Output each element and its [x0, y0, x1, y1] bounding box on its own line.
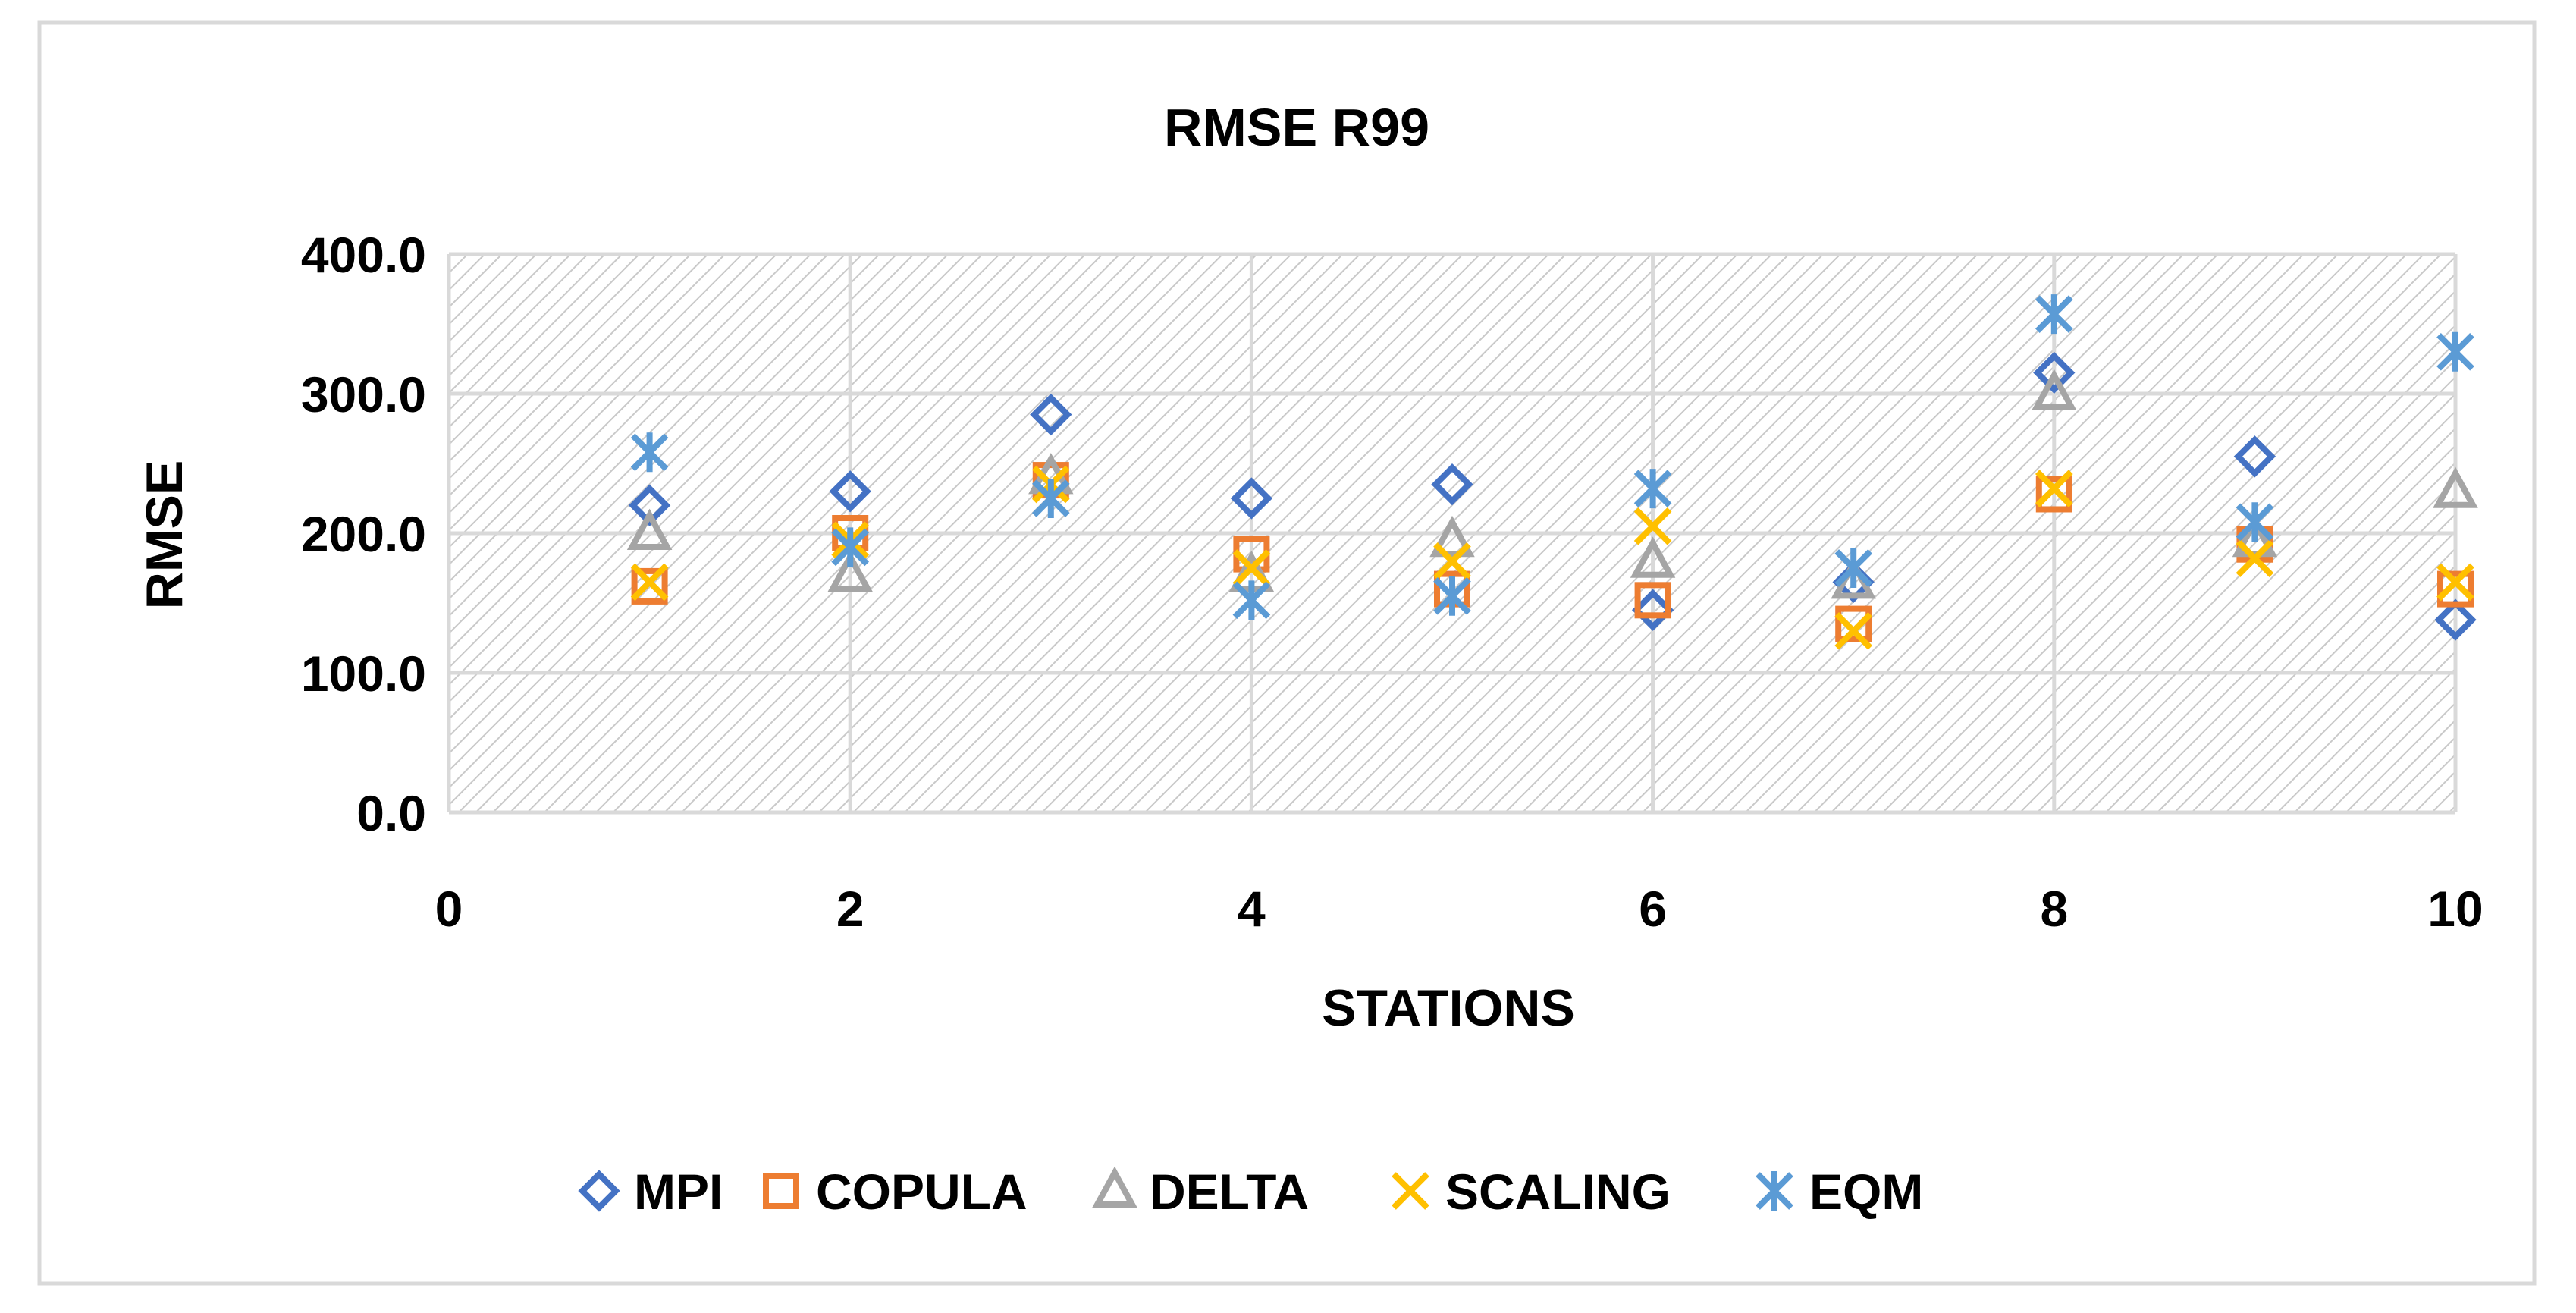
point-delta-9 [2232, 515, 2278, 558]
legend-item-mpi: MPI [578, 1164, 723, 1220]
point-copula-1 [631, 567, 668, 605]
legend-item-copula: COPULA [763, 1164, 1028, 1220]
point-delta-2 [827, 550, 873, 592]
y-tick-label: 400.0 [301, 227, 426, 283]
legend-item-delta: DELTA [1092, 1164, 1309, 1220]
point-mpi-9 [2233, 435, 2276, 478]
legend-label: COPULA [816, 1164, 1028, 1220]
point-copula-6 [1634, 582, 1671, 619]
y-tick-label: 100.0 [301, 646, 426, 702]
x-tick-label: 2 [836, 881, 864, 937]
point-eqm-10 [2436, 331, 2474, 372]
point-mpi-10 [2434, 598, 2477, 641]
point-mpi-6 [1631, 589, 1674, 631]
point-scaling-1 [630, 563, 669, 602]
point-eqm-4 [1232, 580, 1271, 620]
legend-label: EQM [1809, 1164, 1923, 1220]
point-scaling-10 [2436, 563, 2474, 602]
point-mpi-3 [1030, 393, 1072, 436]
point-mpi-4 [1230, 477, 1273, 520]
legend: MPI COPULA DELTA SCALING EQM [578, 1164, 1923, 1220]
point-delta-8 [2032, 369, 2077, 410]
point-eqm-5 [1433, 576, 1471, 616]
x-tick-label: 4 [1238, 881, 1266, 937]
y-axis-label: RMSE [136, 460, 193, 609]
point-copula-8 [2035, 476, 2072, 513]
legend-item-scaling: SCALING [1392, 1164, 1671, 1220]
point-mpi-1 [628, 484, 671, 526]
legend-marker-mpi [578, 1170, 620, 1212]
point-eqm-2 [831, 527, 870, 567]
point-eqm-9 [2236, 502, 2274, 542]
chart-title: RMSE R99 [1164, 98, 1429, 157]
point-scaling-7 [1834, 611, 1873, 650]
point-mpi-2 [829, 470, 871, 513]
y-tick-label: 0.0 [356, 785, 426, 841]
y-tick-label: 200.0 [301, 506, 426, 562]
point-scaling-8 [2035, 470, 2073, 507]
point-delta-1 [626, 508, 673, 550]
legend-label: DELTA [1150, 1164, 1309, 1220]
legend-marker-scaling [1392, 1172, 1429, 1210]
point-scaling-6 [1633, 507, 1672, 545]
x-tick-label: 8 [2040, 881, 2068, 937]
x-tick-label: 10 [2427, 881, 2483, 937]
x-tick-label: 0 [435, 881, 463, 937]
y-axis-ticks: 0.0 100.0 200.0 300.0 400.0 [301, 227, 426, 841]
legend-marker-copula [763, 1173, 799, 1209]
point-eqm-1 [630, 432, 669, 473]
series-scaling [630, 465, 2474, 650]
legend-label: SCALING [1445, 1164, 1671, 1220]
legend-label: MPI [634, 1164, 723, 1220]
series-eqm [630, 294, 2474, 620]
legend-marker-delta [1092, 1166, 1137, 1208]
point-delta-5 [1429, 515, 1475, 558]
data-points [626, 294, 2478, 650]
x-axis-ticks: 0 2 4 6 8 10 [435, 881, 2483, 937]
legend-item-eqm: EQM [1756, 1164, 1923, 1220]
point-scaling-4 [1232, 549, 1271, 587]
x-axis-label: STATIONS [1322, 979, 1575, 1037]
point-scaling-5 [1433, 542, 1471, 580]
point-eqm-7 [1834, 548, 1873, 588]
point-mpi-5 [1431, 463, 1473, 506]
point-copula-7 [1835, 605, 1872, 642]
point-delta-10 [2433, 466, 2478, 508]
point-eqm-8 [2035, 294, 2073, 335]
y-tick-label: 300.0 [301, 366, 426, 422]
point-eqm-3 [1031, 479, 1070, 518]
point-delta-6 [1630, 536, 1676, 578]
point-eqm-6 [1633, 469, 1672, 509]
legend-marker-eqm [1756, 1171, 1793, 1211]
point-mpi-8 [2033, 351, 2076, 394]
x-tick-label: 6 [1639, 881, 1667, 937]
point-copula-10 [2437, 570, 2474, 608]
point-scaling-9 [2236, 539, 2274, 577]
